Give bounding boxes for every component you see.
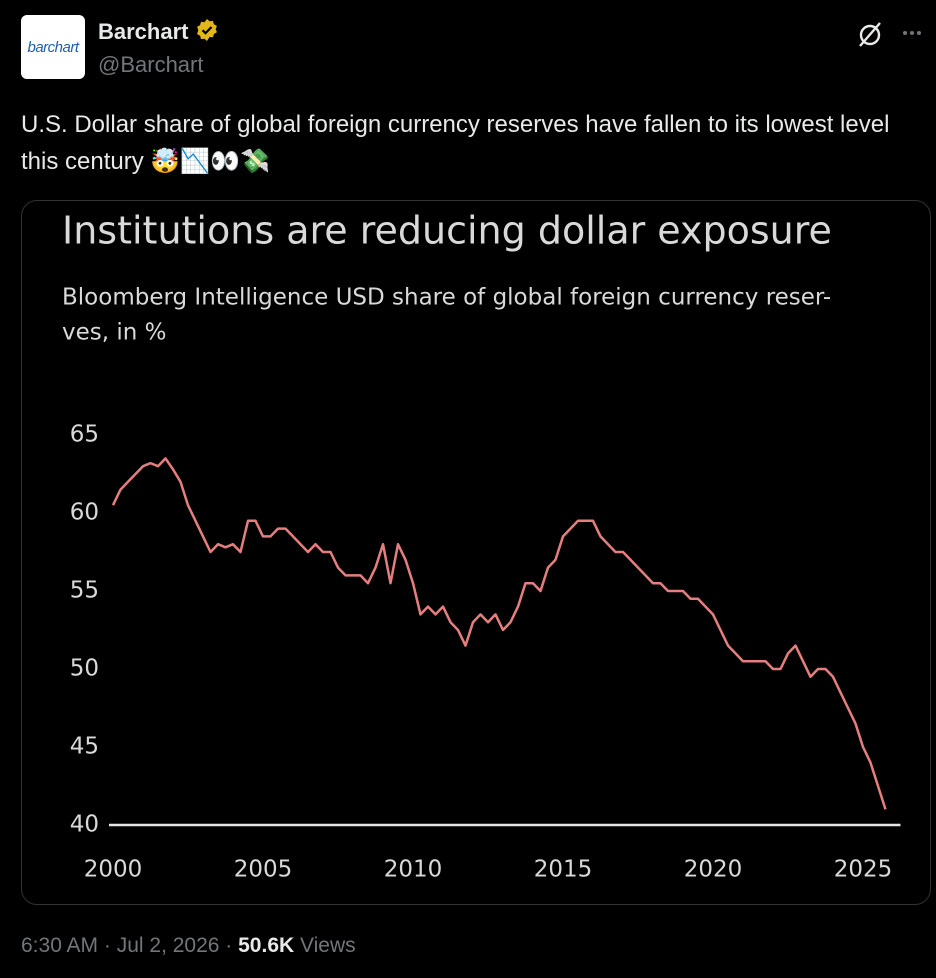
grok-icon[interactable] [859,22,881,47]
verified-badge [196,19,217,41]
media-card[interactable] [21,200,931,905]
tweet-text: U.S. Dollar share of global foreign curr… [21,111,890,175]
name-text[interactable]: Barchart [98,19,189,44]
top-icons [859,22,921,47]
avatar[interactable]: barchart [21,15,85,79]
timestamp[interactable]: 6:30 AM · Jul 2, 2026 · [21,934,239,957]
author-handle[interactable]: @Barchart [98,52,204,77]
tweet-footer: 6:30 AM · Jul 2, 2026 · 50.6K Views [21,934,356,958]
more-icon[interactable] [903,31,921,35]
views-count: 50.6K [238,934,295,957]
views-label: Views [294,934,356,957]
author-name[interactable]: Barchart [98,18,219,45]
